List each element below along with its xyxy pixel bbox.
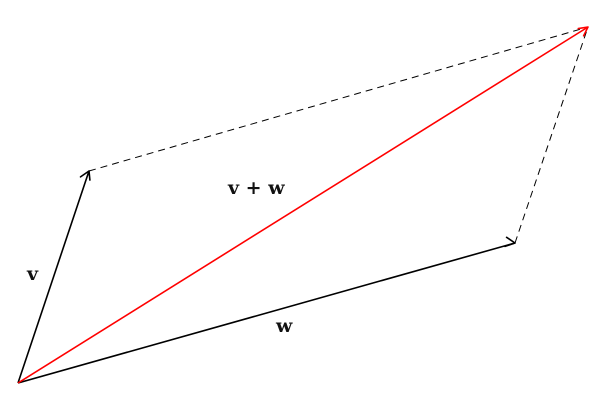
vector-sum-arrow (17, 26, 589, 384)
guide-line-v-to-sum (88, 26, 589, 172)
vector-sum-label: v + w (228, 177, 285, 199)
vector-w-label: w (276, 315, 293, 337)
vector-w-arrow (17, 242, 516, 384)
vector-sum-arrowhead (577, 26, 589, 37)
vector-v-arrowhead (79, 170, 91, 181)
vector-w-arrowhead (504, 236, 516, 248)
vector-v-label: v (27, 263, 39, 285)
vector-v-arrow (17, 170, 90, 384)
guide-line-w-to-sum (514, 26, 589, 244)
